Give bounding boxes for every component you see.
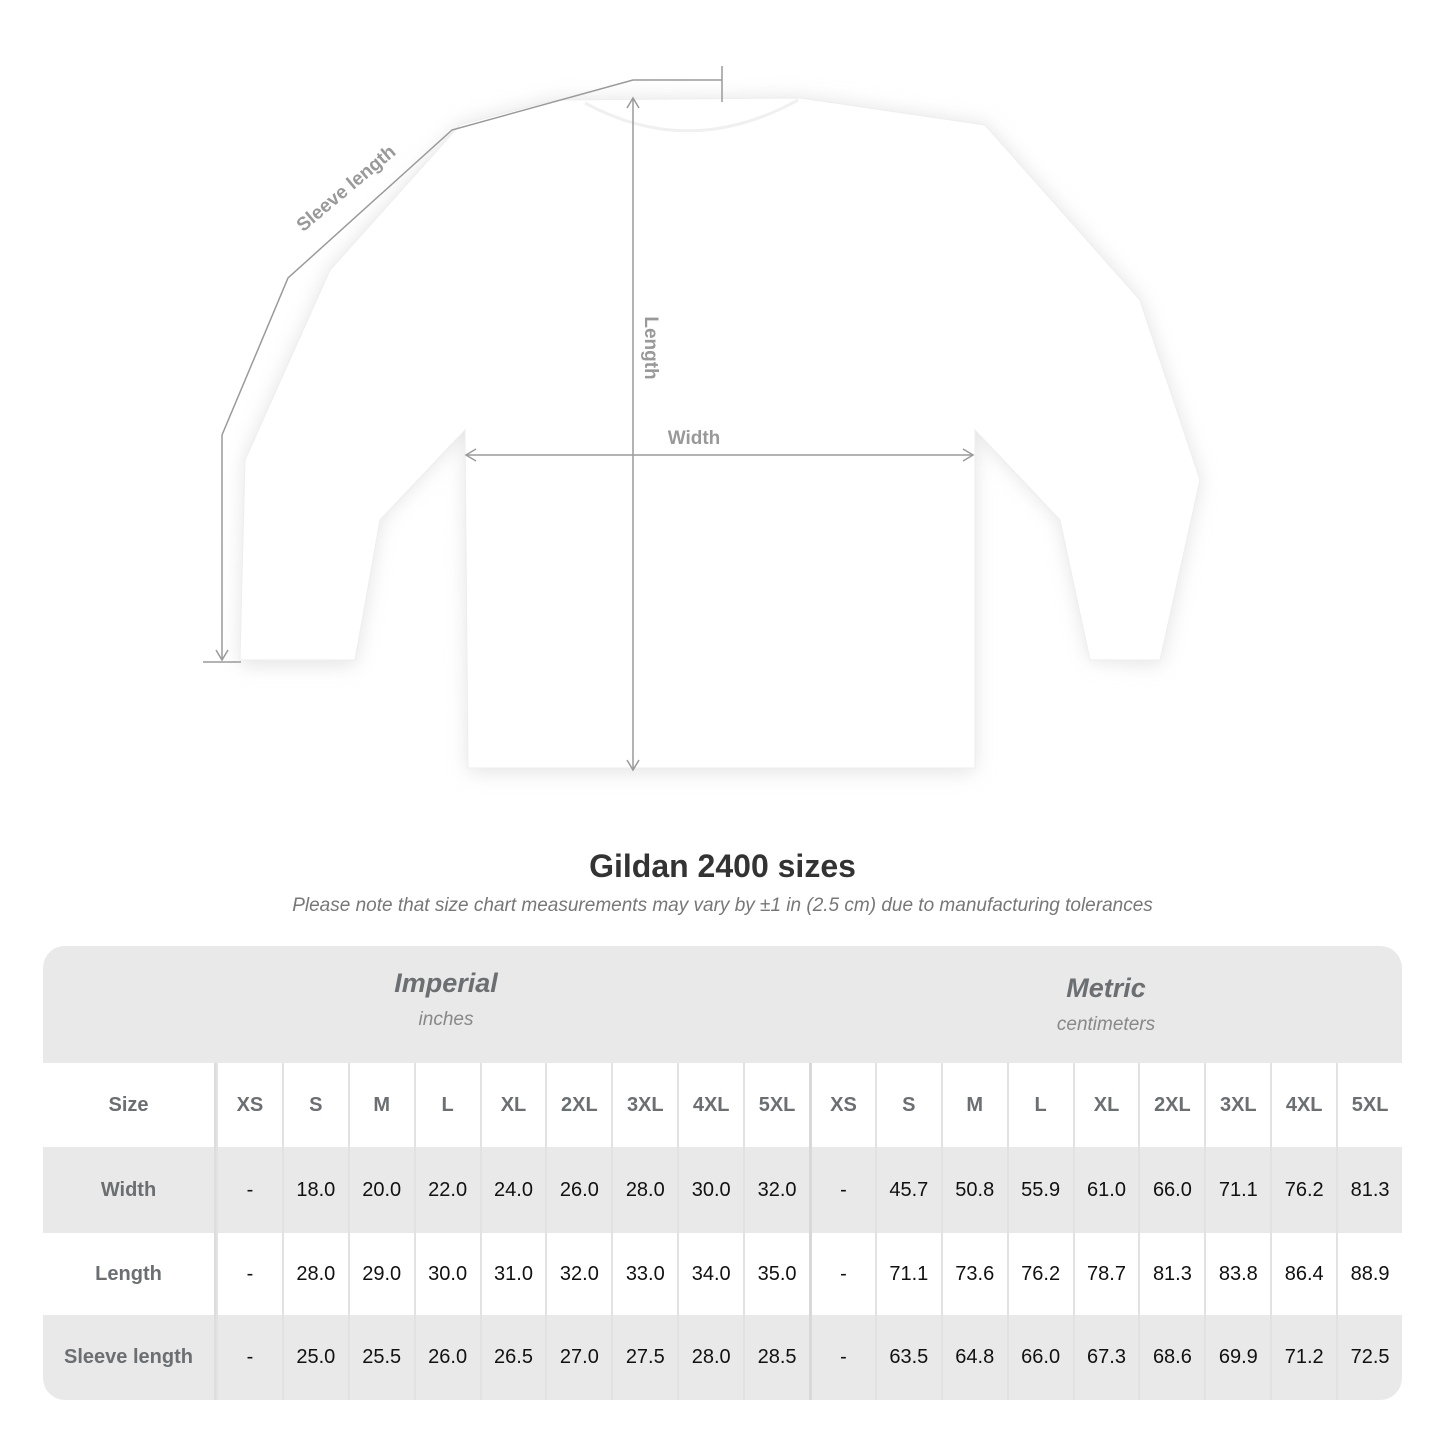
metric-title: Metric xyxy=(1066,973,1146,1003)
metric-value-cell: 76.2 xyxy=(1270,1147,1336,1233)
metric-value-cell: 83.8 xyxy=(1204,1233,1270,1315)
metric-value-cell: 45.7 xyxy=(874,1147,941,1233)
imperial-value-cell: 30.0 xyxy=(677,1147,743,1233)
metric-value-cell: 86.4 xyxy=(1270,1233,1336,1315)
metric-value-cell: 71.1 xyxy=(1204,1147,1270,1233)
size-header-metric: 5XL xyxy=(1336,1063,1402,1147)
imperial-value-cell: - xyxy=(216,1315,282,1400)
size-header-metric: 4XL xyxy=(1270,1063,1336,1147)
size-header-imperial: 3XL xyxy=(611,1063,677,1147)
size-header-imperial: XL xyxy=(479,1063,546,1147)
metric-value-cell: 71.2 xyxy=(1270,1315,1336,1400)
imperial-value-cell: 22.0 xyxy=(413,1147,480,1233)
size-header-imperial: S xyxy=(281,1063,348,1147)
row-label: Sleeve length xyxy=(43,1315,216,1400)
shirt-body xyxy=(239,97,1201,769)
imperial-value-cell: - xyxy=(216,1147,282,1233)
metric-value-cell: 76.2 xyxy=(1006,1233,1073,1315)
size-table: Imperial inches Metric centimeters Size X… xyxy=(43,946,1402,1400)
size-header-metric: XS xyxy=(809,1063,875,1147)
metric-value-cell: 81.3 xyxy=(1336,1147,1402,1233)
shirt-diagram: Sleeve length Length Width xyxy=(203,66,1201,772)
size-header-imperial: 2XL xyxy=(545,1063,611,1147)
imperial-value-cell: 28.0 xyxy=(611,1147,677,1233)
imperial-value-cell: 26.5 xyxy=(479,1315,546,1400)
size-header-metric: XL xyxy=(1072,1063,1139,1147)
size-header-metric: L xyxy=(1006,1063,1073,1147)
page-title: Gildan 2400 sizes xyxy=(589,848,856,884)
table-row-sleeve-length: Sleeve length -25.0 25.5 26.0 26.5 27.0 27.5 28… xyxy=(43,1315,1402,1400)
metric-value-cell: 71.1 xyxy=(874,1233,941,1315)
metric-value-cell: 68.6 xyxy=(1138,1315,1204,1400)
size-header-imperial: XS xyxy=(216,1063,282,1147)
metric-value-cell: - xyxy=(809,1147,875,1233)
imperial-title: Imperial xyxy=(394,968,498,998)
sleeve-length-measure xyxy=(203,66,723,663)
width-label: Width xyxy=(668,428,721,449)
metric-value-cell: 78.7 xyxy=(1072,1233,1139,1315)
size-header-metric: 3XL xyxy=(1204,1063,1270,1147)
metric-value-cell: 63.5 xyxy=(874,1315,941,1400)
imperial-value-cell: 28.0 xyxy=(677,1315,743,1400)
metric-value-cell: 61.0 xyxy=(1072,1147,1139,1233)
imperial-value-cell: 18.0 xyxy=(281,1147,348,1233)
size-header-metric: 2XL xyxy=(1138,1063,1204,1147)
imperial-value-cell: 29.0 xyxy=(347,1233,414,1315)
metric-value-cell: 69.9 xyxy=(1204,1315,1270,1400)
imperial-value-cell: 24.0 xyxy=(479,1147,546,1233)
imperial-value-cell: 28.5 xyxy=(743,1315,809,1400)
size-header-imperial: M xyxy=(347,1063,414,1147)
tolerance-note: Please note that size chart measurements… xyxy=(292,895,1153,916)
imperial-value-cell: 31.0 xyxy=(479,1233,546,1315)
metric-value-cell: - xyxy=(809,1233,875,1315)
size-header-metric: S xyxy=(874,1063,941,1147)
imperial-value-cell: 32.0 xyxy=(743,1147,809,1233)
length-measure xyxy=(626,96,640,772)
size-header-imperial: 5XL xyxy=(743,1063,809,1147)
imperial-value-cell: 25.0 xyxy=(281,1315,348,1400)
imperial-value-cell: 27.0 xyxy=(545,1315,611,1400)
metric-value-cell: 50.8 xyxy=(940,1147,1007,1233)
imperial-value-cell: - xyxy=(216,1233,282,1315)
shirt-collar xyxy=(584,98,799,133)
metric-value-cell: 67.3 xyxy=(1072,1315,1139,1400)
imperial-value-cell: 25.5 xyxy=(347,1315,414,1400)
unit-header-band xyxy=(43,946,1402,1063)
metric-value-cell: - xyxy=(809,1315,875,1400)
table-row-width: Width -18.0 20.0 22.0 24.0 26.0 28.0 30.0 32.0-4… xyxy=(43,1147,1402,1233)
imperial-value-cell: 34.0 xyxy=(677,1233,743,1315)
imperial-value-cell: 26.0 xyxy=(545,1147,611,1233)
metric-value-cell: 88.9 xyxy=(1336,1233,1402,1315)
metric-group-header: Metric centimeters xyxy=(810,973,1402,1036)
imperial-group-header: Imperial inches xyxy=(216,968,676,1031)
width-measure xyxy=(464,448,975,462)
size-header-row: Size XS S M L XL 2XL 3XL 4XL 5XL XS S M L XL 2XL 3XL 4XL 5… xyxy=(43,1063,1402,1147)
imperial-value-cell: 28.0 xyxy=(281,1233,348,1315)
metric-value-cell: 64.8 xyxy=(940,1315,1007,1400)
size-header-metric: M xyxy=(940,1063,1007,1147)
row-label: Size xyxy=(43,1063,216,1147)
imperial-value-cell: 27.5 xyxy=(611,1315,677,1400)
metric-value-cell: 81.3 xyxy=(1138,1233,1204,1315)
imperial-value-cell: 35.0 xyxy=(743,1233,809,1315)
imperial-value-cell: 30.0 xyxy=(413,1233,480,1315)
metric-value-cell: 55.9 xyxy=(1006,1147,1073,1233)
metric-value-cell: 72.5 xyxy=(1336,1315,1402,1400)
table-row-length: Length -28.0 29.0 30.0 31.0 32.0 33.0 34.0 35.0-… xyxy=(43,1233,1402,1315)
row-label: Width xyxy=(43,1147,216,1233)
metric-unit: centimeters xyxy=(1056,1014,1156,1035)
row-label: Length xyxy=(43,1233,216,1315)
imperial-value-cell: 26.0 xyxy=(413,1315,480,1400)
size-header-imperial: 4XL xyxy=(677,1063,743,1147)
metric-value-cell: 66.0 xyxy=(1138,1147,1204,1233)
metric-value-cell: 66.0 xyxy=(1006,1315,1073,1400)
metric-value-cell: 73.6 xyxy=(940,1233,1007,1315)
imperial-value-cell: 32.0 xyxy=(545,1233,611,1315)
size-header-imperial: L xyxy=(413,1063,480,1147)
length-label: Length xyxy=(640,316,661,379)
imperial-unit: inches xyxy=(418,1009,474,1030)
imperial-value-cell: 20.0 xyxy=(347,1147,414,1233)
imperial-value-cell: 33.0 xyxy=(611,1233,677,1315)
